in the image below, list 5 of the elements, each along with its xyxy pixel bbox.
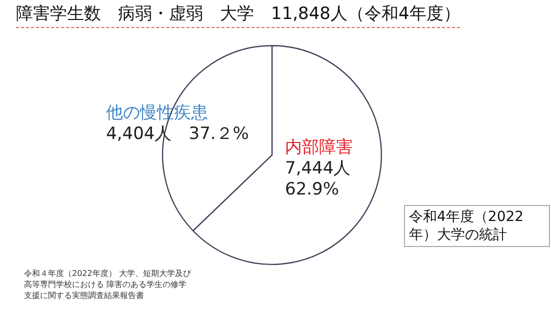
data-label: 7,444人 62.9% bbox=[285, 158, 351, 200]
slice-label: 内部障害 bbox=[285, 137, 353, 158]
text: 令和４年度（2022年度） 大学、短期大学及び高等専門学校における 障害のある学生の修学支援に関する実態調査結果報告書 bbox=[24, 268, 192, 301]
text: 令和4年度（2022年）大学の統計 bbox=[404, 205, 550, 247]
chart-title: 障害学生数 病弱・虚弱 大学 11,848人（令和4年度） bbox=[16, 2, 460, 28]
